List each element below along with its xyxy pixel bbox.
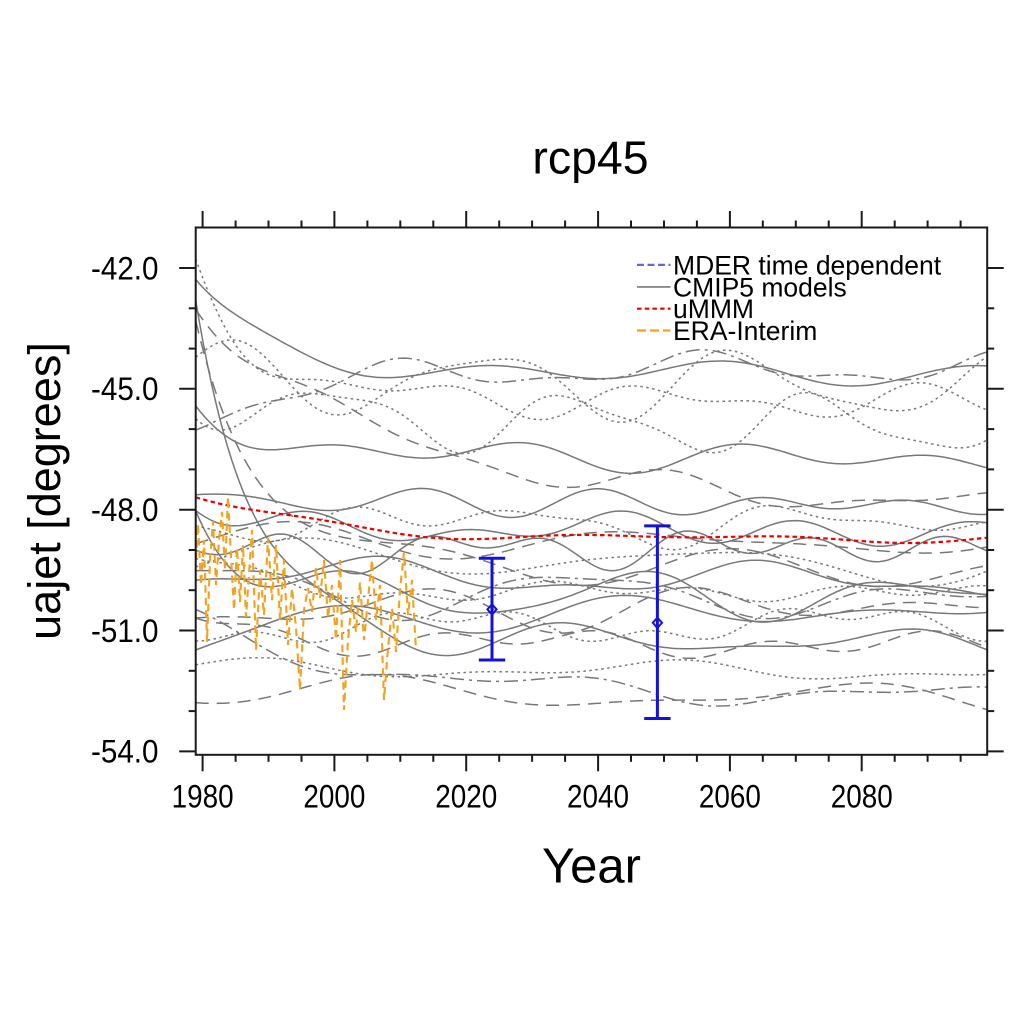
svg-text:1980: 1980 [172,779,234,815]
svg-text:uMMM: uMMM [673,294,754,324]
svg-text:uajet [degrees]: uajet [degrees] [19,342,70,640]
svg-text:2020: 2020 [435,779,497,815]
svg-text:MDER time dependent: MDER time dependent [673,250,942,280]
svg-text:-54.0: -54.0 [91,734,159,770]
svg-text:2040: 2040 [567,779,629,815]
svg-text:Year: Year [542,840,641,894]
svg-text:-45.0: -45.0 [91,371,159,407]
svg-text:2060: 2060 [699,779,761,815]
svg-text:ERA-Interim: ERA-Interim [673,316,817,346]
svg-text:2000: 2000 [303,779,365,815]
svg-text:CMIP5 models: CMIP5 models [673,272,847,302]
svg-text:rcp45: rcp45 [532,132,648,184]
svg-text:-48.0: -48.0 [91,492,159,528]
svg-text:-51.0: -51.0 [91,613,159,649]
svg-text:2080: 2080 [831,779,893,815]
svg-text:-42.0: -42.0 [91,250,159,286]
